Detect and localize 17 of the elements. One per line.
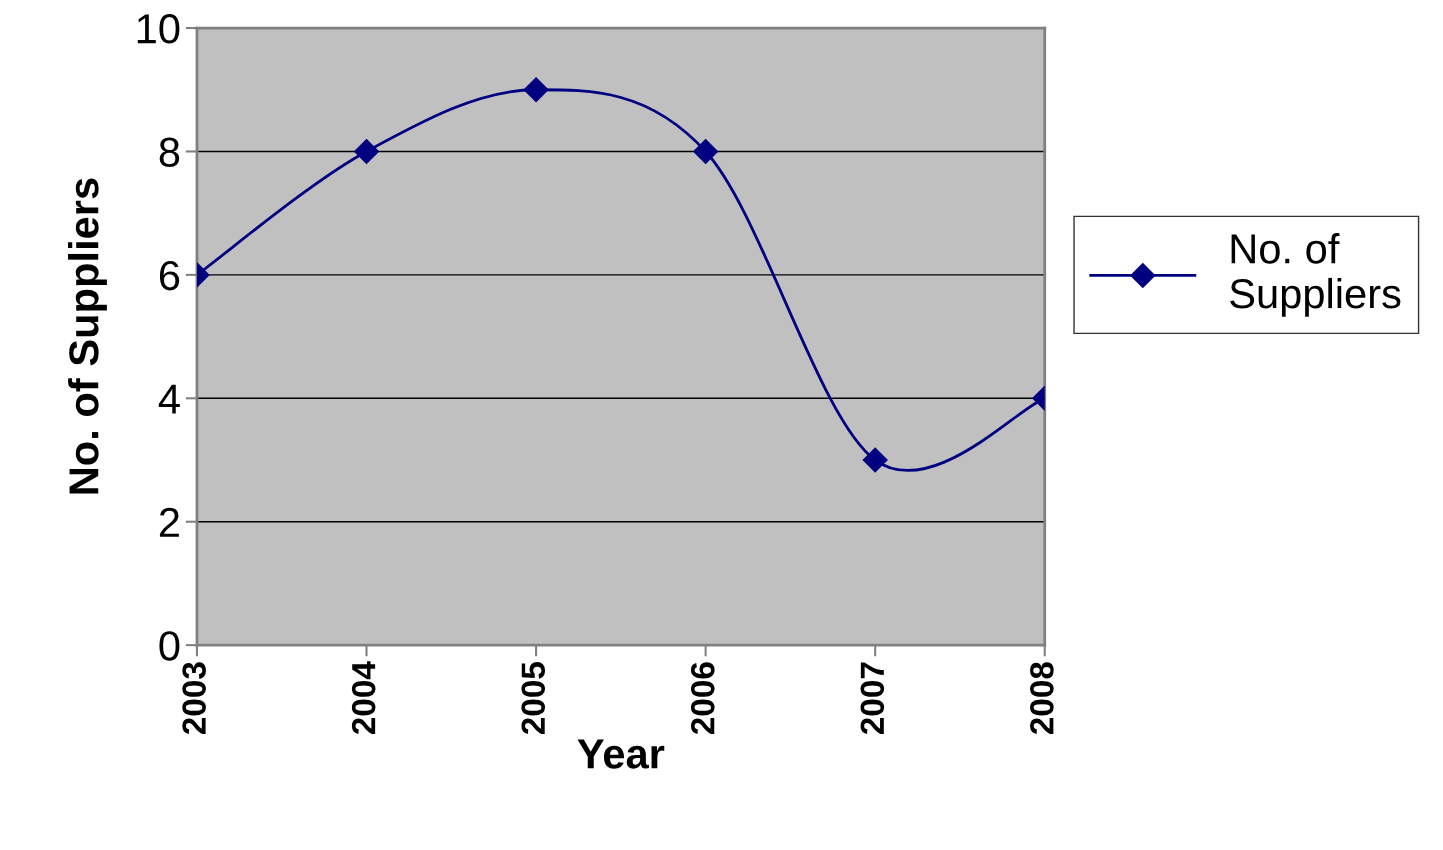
x-tick-label: 2004 <box>351 661 376 735</box>
y-tick-label: 4 <box>158 384 180 414</box>
x-tick-label: 2007 <box>860 662 885 735</box>
x-tick-label: 2005 <box>521 662 546 735</box>
x-tick-label: 2003 <box>182 662 206 735</box>
x-tick-label: 2006 <box>690 662 715 735</box>
y-tick-label: 0 <box>159 631 180 661</box>
y-tick-label: 10 <box>137 14 180 44</box>
y-axis-title: No. of Suppliers <box>68 178 107 494</box>
x-tick-label: 2008 <box>1030 662 1054 735</box>
y-tick-label: 8 <box>159 137 180 167</box>
x-axis-title: Year <box>577 739 665 769</box>
legend-label: No. of Suppliers <box>1230 233 1401 317</box>
point <box>693 138 719 164</box>
y-tick-label: 2 <box>159 507 179 537</box>
y-tick-label: 6 <box>159 260 180 291</box>
point <box>523 77 549 103</box>
